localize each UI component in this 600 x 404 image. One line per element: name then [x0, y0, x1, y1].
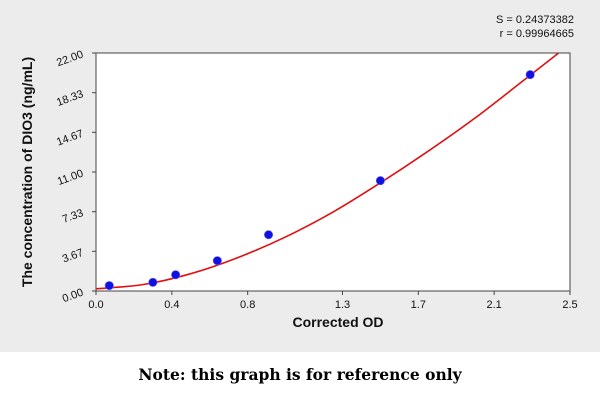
data-point [148, 277, 158, 287]
x-tick-label: 0.4 [164, 299, 179, 311]
x-tick-label: 2.5 [562, 299, 577, 311]
y-axis-label: The concentration of DIO3 (ng/mL) [19, 57, 35, 287]
chart-panel: 0.0 0.4 0.8 1.3 1.7 2.1 2.5 0.00 3.67 7.33 11.00 14… [0, 0, 600, 352]
y-tick-label: 7.33 [61, 207, 85, 226]
data-point [212, 256, 222, 266]
annotation-r: r = 0.99964665 [499, 28, 574, 40]
data-point [264, 230, 274, 240]
x-tick-label: 1.3 [335, 299, 350, 311]
y-tick-label: 11.00 [56, 168, 85, 188]
data-point [104, 281, 114, 291]
y-tick-label: 18.33 [55, 88, 85, 109]
x-tick-label: 2.1 [487, 299, 502, 311]
data-point [375, 176, 385, 186]
data-point [525, 70, 535, 80]
data-point [171, 270, 181, 280]
y-tick-label: 3.67 [61, 247, 85, 266]
x-tick-label: 1.7 [411, 299, 426, 311]
y-tick-label: 22.00 [55, 49, 85, 70]
x-tick-label: 0.8 [240, 299, 255, 311]
x-axis-label: Corrected OD [292, 314, 383, 330]
y-tick-label: 14.67 [55, 128, 85, 149]
annotation-s: S = 0.24373382 [496, 14, 574, 26]
plot-area [95, 52, 571, 292]
x-tick-label: 0.0 [88, 299, 103, 311]
reference-note: Note: this graph is for reference only [138, 365, 462, 384]
y-tick-label: 0.00 [61, 287, 85, 306]
chart: 0.0 0.4 0.8 1.3 1.7 2.1 2.5 0.00 3.67 7.33 11.00 14… [19, 49, 578, 330]
